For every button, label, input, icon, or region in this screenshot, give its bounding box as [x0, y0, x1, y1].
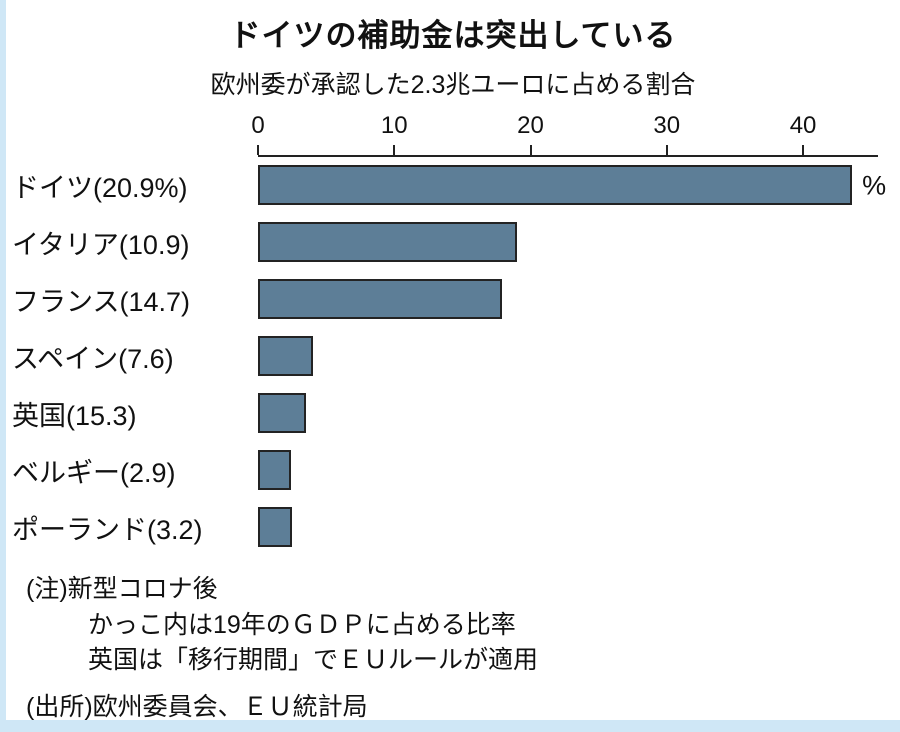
bar-row: ドイツ(20.9%)% — [6, 157, 900, 214]
note-line: かっこ内は19年のＧＤＰに占める比率 — [88, 610, 516, 639]
bar-category-label: ポーランド(3.2) — [12, 515, 203, 545]
axis-tick-label: 0 — [251, 112, 265, 139]
bar-rows: ドイツ(20.9%)% イタリア(10.9) フランス(14.7) スペイン(7.6)… — [6, 157, 900, 556]
bar-chart: 0 10 20 30 40 ドイツ(20.9%)% イタリア(10.9) フランス(14.7… — [6, 107, 900, 556]
bar-track — [258, 328, 878, 385]
bar-track — [258, 214, 878, 271]
bar — [258, 222, 517, 262]
bar — [258, 165, 853, 205]
axis-tick-mark — [257, 145, 259, 155]
bar-row: 英国(15.3) — [6, 385, 900, 442]
bar-category-label: スペイン(7.6) — [12, 344, 174, 374]
bar-track: % — [258, 157, 886, 214]
axis-tick-mark — [802, 145, 805, 155]
bar-track — [258, 442, 878, 499]
bar-row: スペイン(7.6) — [6, 328, 900, 385]
bar-track — [258, 499, 878, 556]
note-line: (注)新型コロナ後 — [26, 575, 218, 603]
chart-subtitle: 欧州委が承認した2.3兆ユーロに占める割合 — [210, 71, 696, 99]
bar — [258, 450, 291, 490]
axis-tick-label: 10 — [380, 112, 408, 139]
bar — [258, 393, 306, 433]
bar-category-label: イタリア(10.9) — [12, 230, 190, 260]
note-line: 英国は「移行期間」でＥＵルールが適用 — [88, 646, 539, 674]
axis-tick-mark — [665, 145, 668, 155]
axis-spacer — [6, 107, 258, 157]
bar-category-label: 英国(15.3) — [12, 401, 137, 431]
x-axis-area: 0 10 20 30 40 — [251, 107, 878, 157]
chart-title: ドイツの補助金は突出している — [229, 18, 677, 53]
bar — [258, 507, 293, 547]
bar — [258, 336, 313, 376]
axis-tick-mark — [393, 145, 396, 155]
chart-notes: (注)新型コロナ後かっこ内は19年のＧＤＰに占める比率 英国は「移行期間」でＥＵル… — [6, 572, 900, 679]
bar-row: フランス(14.7) — [6, 271, 900, 328]
bar-category-label: フランス(14.7) — [12, 287, 190, 317]
bar-track — [258, 385, 878, 442]
axis-tick-label: 40 — [789, 112, 817, 139]
bar-row: イタリア(10.9) — [6, 214, 900, 271]
bar-row: ベルギー(2.9) — [6, 442, 900, 499]
bar-track — [258, 271, 878, 328]
bar — [258, 279, 502, 319]
unit-label: % — [862, 170, 887, 200]
bar-row: ポーランド(3.2) — [6, 499, 900, 556]
x-axis: 0 10 20 30 40 — [6, 107, 900, 157]
bar-category-label: ドイツ(20.9%) — [12, 173, 188, 203]
chart-source: (出所)欧州委員会、ＥＵ統計局 — [26, 692, 368, 721]
axis-tick-label: 20 — [517, 112, 544, 139]
axis-tick-label: 30 — [653, 112, 681, 139]
bar-category-label: ベルギー(2.9) — [12, 458, 176, 488]
axis-tick-mark — [529, 145, 532, 155]
